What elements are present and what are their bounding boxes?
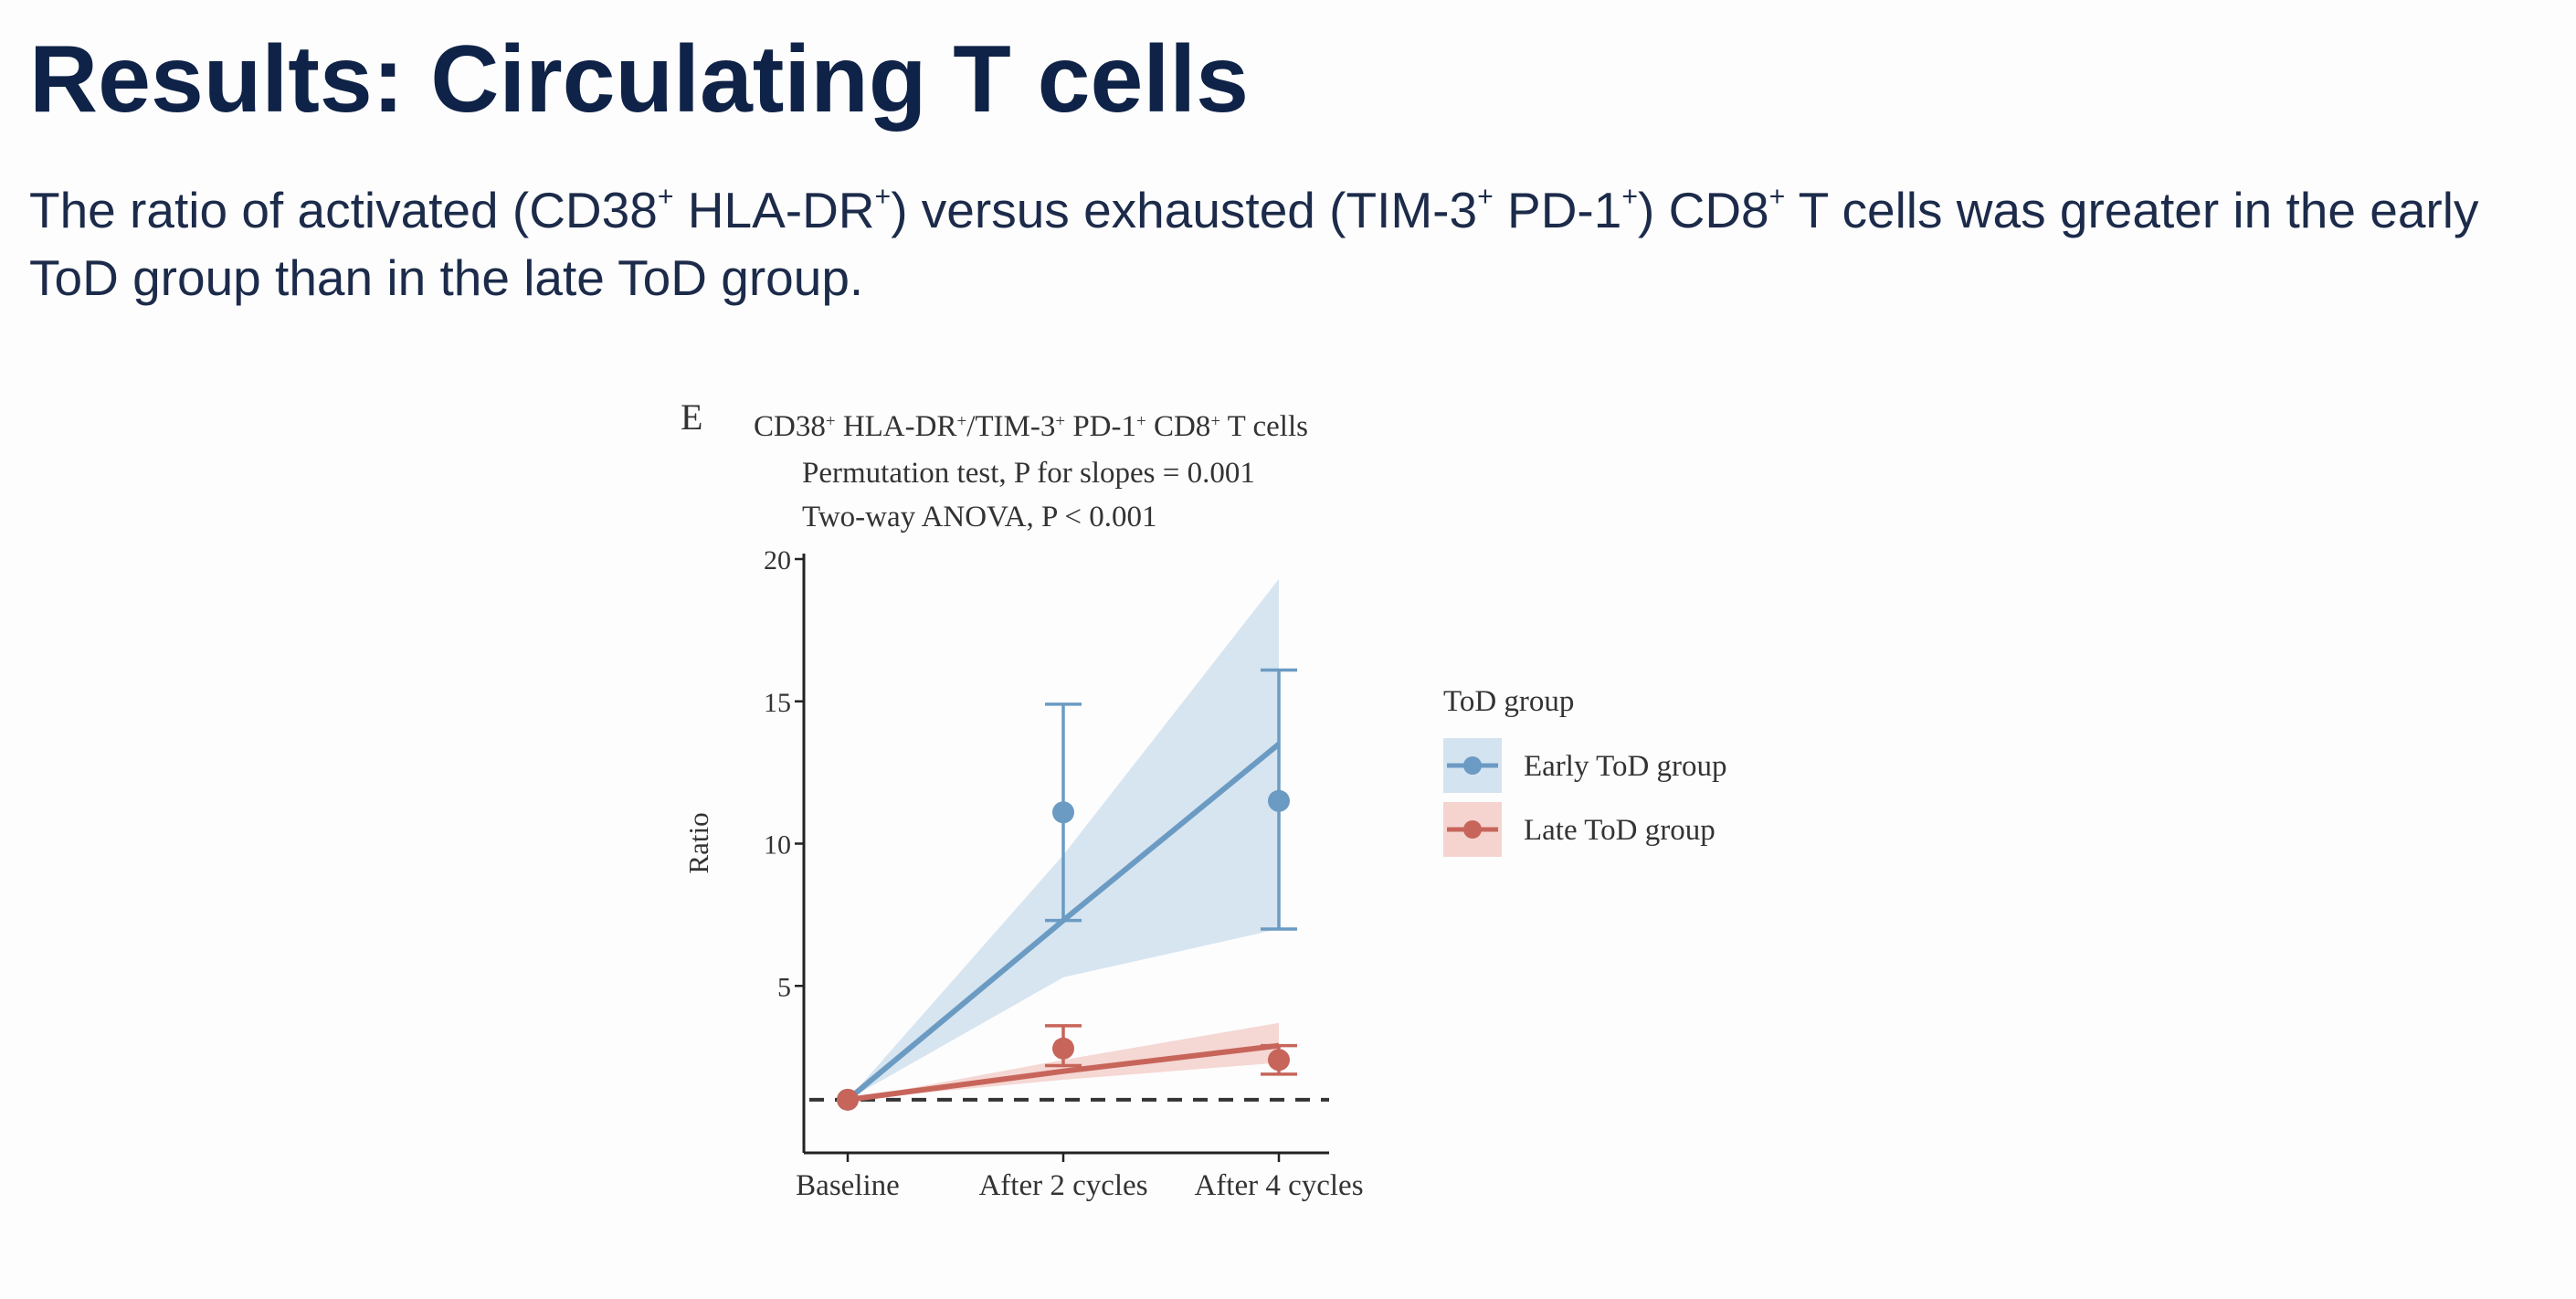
x-tick-label: Baseline xyxy=(796,1169,900,1202)
legend: Early ToD group Late ToD group xyxy=(1443,738,1727,857)
legend-label: Late ToD group xyxy=(1524,814,1716,847)
data-point xyxy=(1052,1037,1074,1060)
data-point xyxy=(1268,789,1290,812)
ratio-chart: E CD38+ HLA-DR+/TIM-3+ PD-1+ CD8+ T cell… xyxy=(681,396,1727,1202)
legend-label: Early ToD group xyxy=(1524,750,1727,783)
annotation-permutation-test: Permutation test, P for slopes = 0.001 xyxy=(802,457,1255,490)
panel-label: E xyxy=(681,396,702,438)
y-tick-label: 15 xyxy=(764,688,791,718)
ratio-chart-figure: E CD38+ HLA-DR+/TIM-3+ PD-1+ CD8+ T cell… xyxy=(658,384,1809,1233)
x-tick-label: After 2 cycles xyxy=(978,1169,1147,1202)
fit-line-1 xyxy=(847,1042,1280,1103)
slide-title: Results: Circulating T cells xyxy=(29,26,1249,132)
plot-area: 5 10 15 20 Baseline After 2 cycles After 4 cyc… xyxy=(764,545,1364,1202)
data-point xyxy=(1268,1049,1290,1072)
y-tick-label: 5 xyxy=(777,972,791,1002)
y-tick-label: 10 xyxy=(764,830,791,861)
legend-key-point xyxy=(1463,756,1482,775)
data-point xyxy=(1052,801,1074,824)
confidence-band-0 xyxy=(848,578,1279,1100)
x-tick-label: After 4 cycles xyxy=(1194,1169,1363,1202)
y-axis-label: Ratio xyxy=(682,812,714,873)
legend-title: ToD group xyxy=(1443,685,1574,718)
annotation-anova: Two-way ANOVA, P < 0.001 xyxy=(802,501,1156,533)
legend-key-point xyxy=(1463,820,1482,839)
slide-subtitle: The ratio of activated (CD38+ HLA-DR+) v… xyxy=(29,181,2479,306)
y-tick-label: 20 xyxy=(764,545,791,576)
data-point xyxy=(837,1088,859,1111)
chart-title: CD38+ HLA-DR+/TIM-3+ PD-1+ CD8+ T cells xyxy=(754,410,1308,443)
